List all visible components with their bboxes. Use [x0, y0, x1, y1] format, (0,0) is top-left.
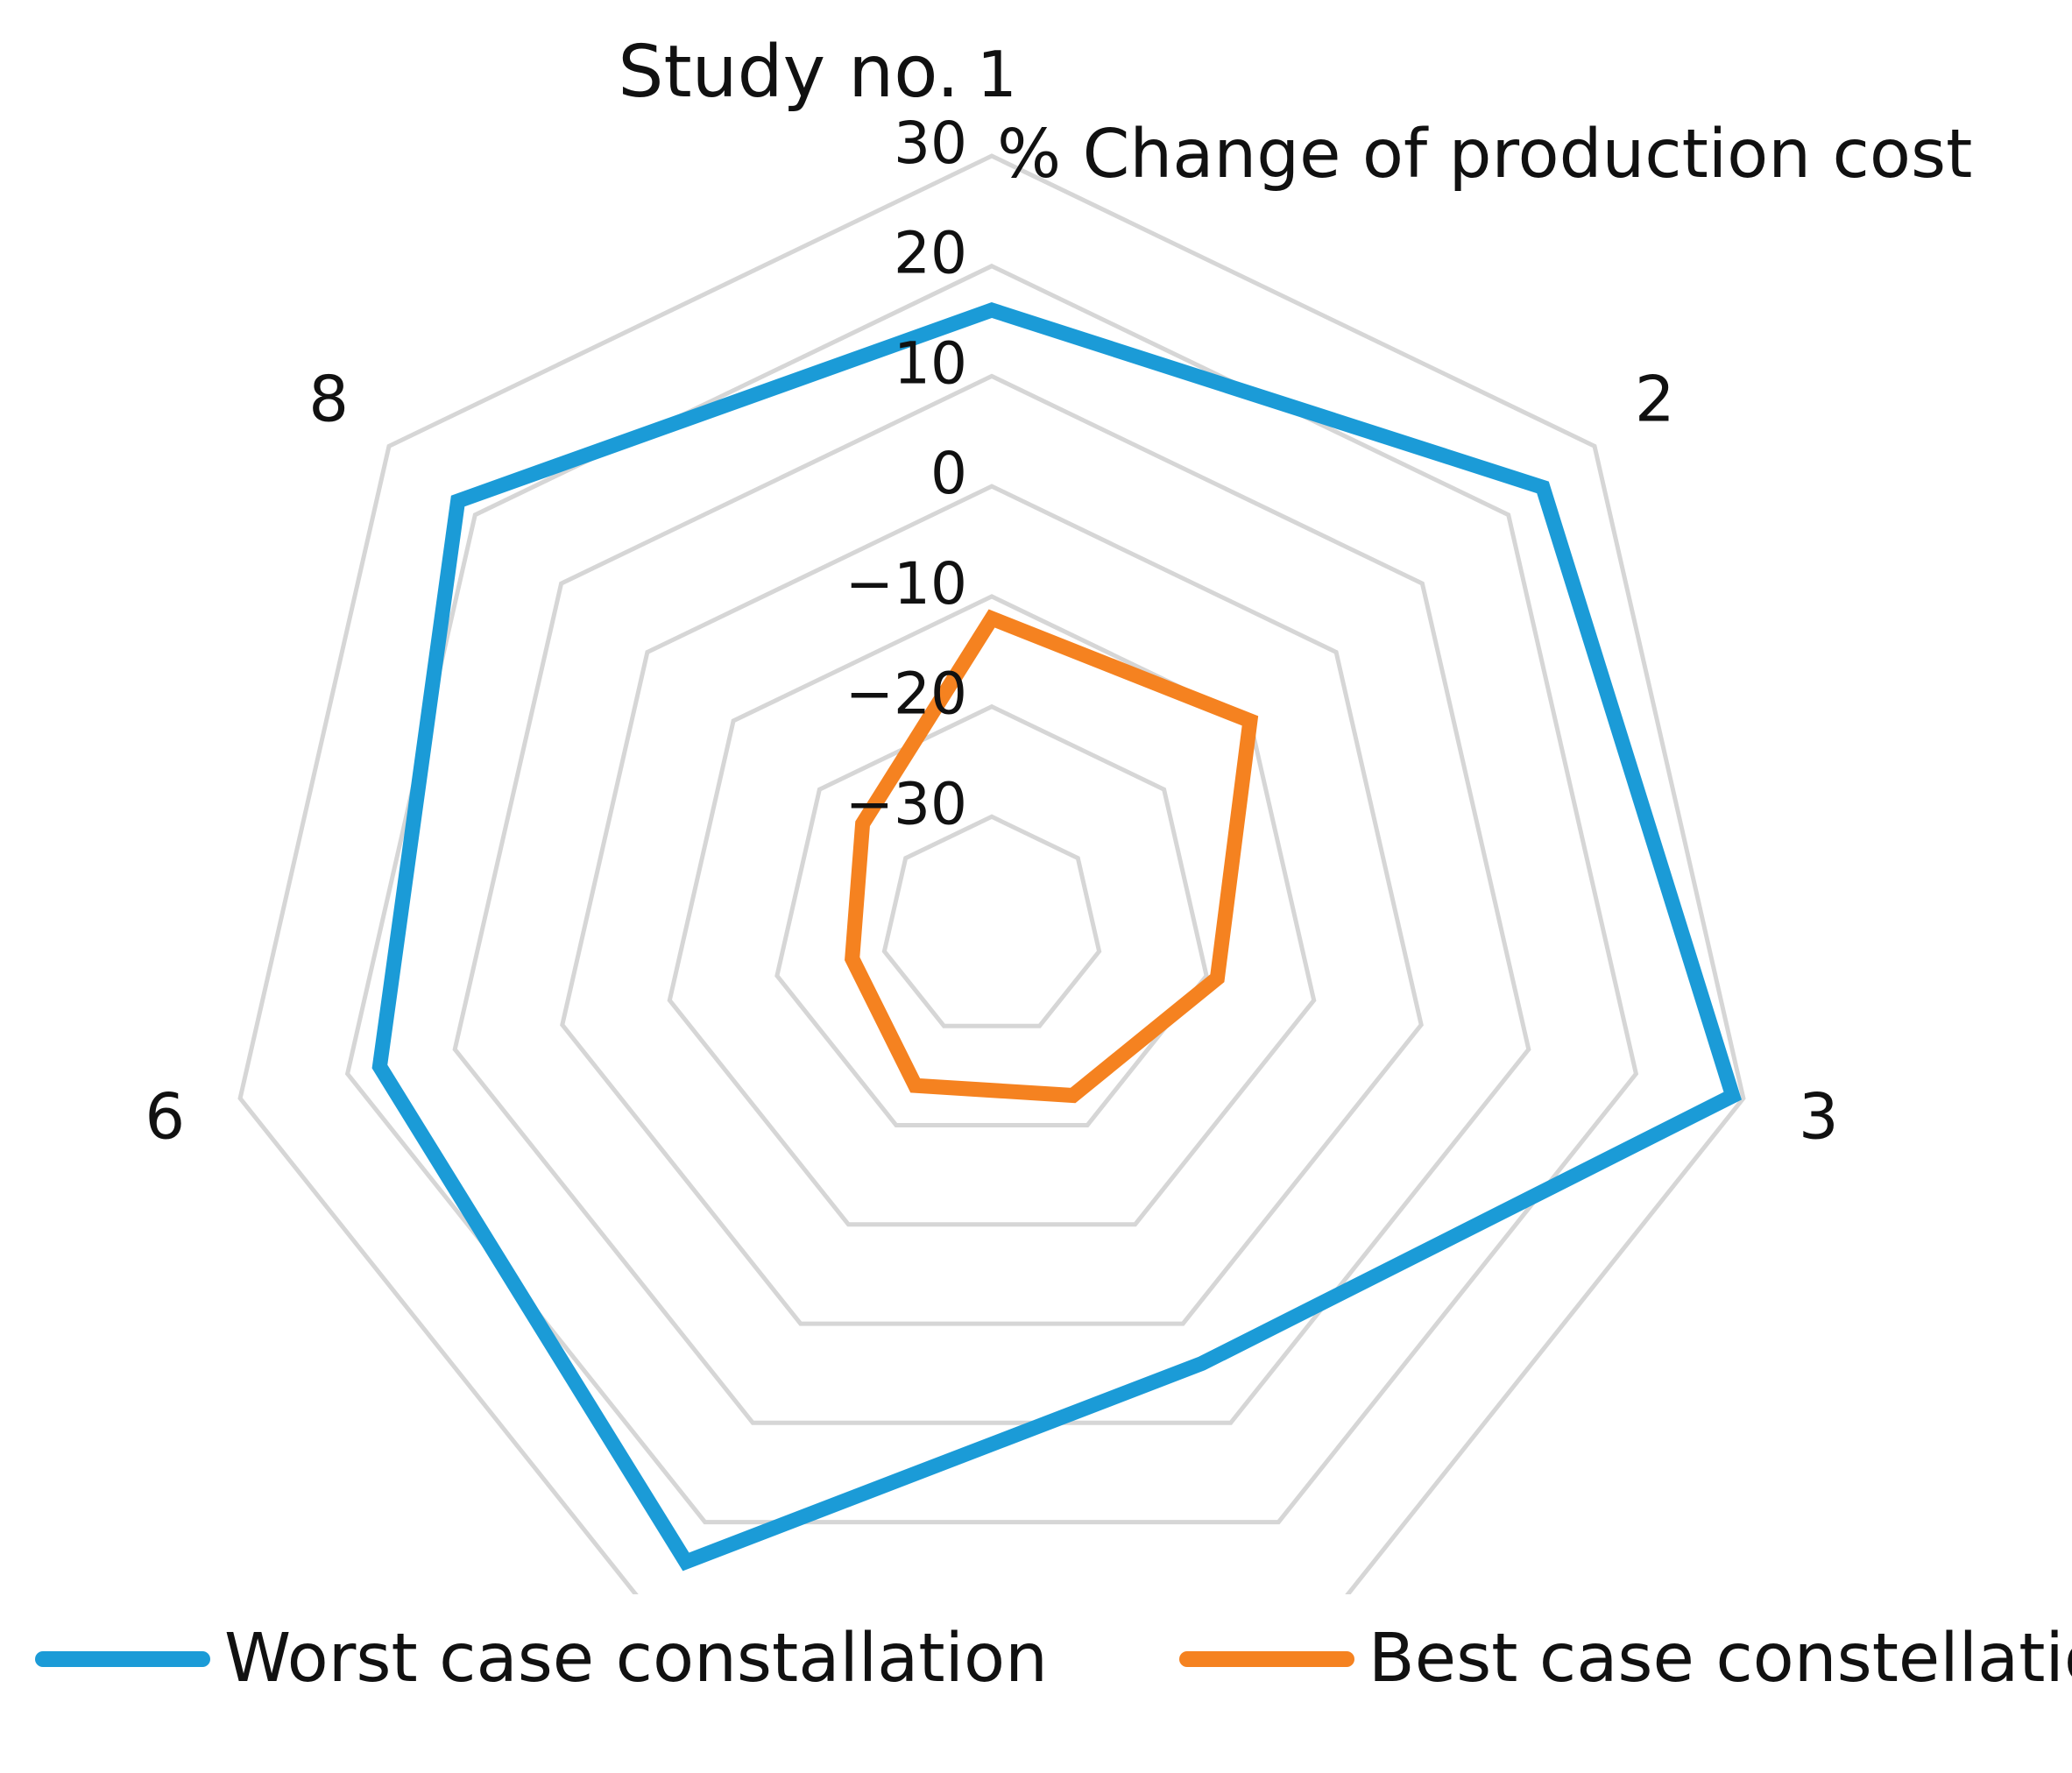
legend-label-best: Best case constellation — [1368, 1620, 2072, 1698]
radial-tick-label: 10 — [894, 329, 967, 397]
grid-ring — [237, 153, 1746, 1594]
chart-title: Study no. — [618, 31, 959, 114]
radial-tick-label: −20 — [845, 660, 967, 728]
legend-item-best: Best case constellation — [1178, 1620, 2072, 1698]
radar-series — [371, 302, 1742, 1572]
grid-ring — [452, 373, 1531, 1425]
axis-label: % Change of production cost — [997, 116, 1972, 194]
legend: Worst case constallation Best case const… — [35, 1625, 2072, 1692]
radial-tick-label: −10 — [845, 550, 967, 618]
legend-swatch-best — [1178, 1650, 1354, 1667]
radial-tick-label: 30 — [894, 109, 967, 177]
grid-ring — [560, 484, 1424, 1326]
legend-label-worst: Worst case constallation — [224, 1620, 1048, 1698]
category-label: 8 — [308, 362, 349, 435]
category-label: 6 — [145, 1079, 185, 1153]
series-worst-line — [371, 302, 1742, 1572]
grid-ring — [881, 814, 1102, 1028]
grid-ring — [344, 263, 1639, 1525]
radial-tick-label: 20 — [894, 220, 967, 287]
radial-tick-label: 0 — [930, 440, 967, 507]
radial-tick-labels: −30 −20 −10 0 10 20 30 — [845, 109, 967, 837]
category-label: 3 — [1799, 1079, 1839, 1153]
radial-tick-label: −30 — [845, 770, 967, 837]
legend-item-worst: Worst case constallation — [35, 1625, 1048, 1692]
grid-ring — [667, 594, 1317, 1227]
category-label: 1 — [977, 38, 1017, 111]
series-best-line — [845, 609, 1259, 1104]
grid-ring — [774, 703, 1209, 1127]
category-label: 2 — [1635, 362, 1675, 435]
radar-grid — [237, 153, 1746, 1594]
legend-swatch-worst — [35, 1650, 210, 1667]
category-labels: 1234568 — [145, 38, 1839, 1153]
